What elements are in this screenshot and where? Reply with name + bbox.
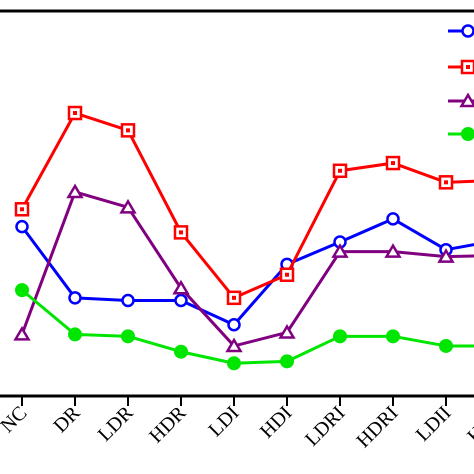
series-2-point-nc: [14, 202, 30, 217]
series-3-point-ldii: [437, 248, 455, 263]
series-3-point-hdri: [384, 243, 402, 258]
x-tick-labels: NC DR LDR HDR LDI HDI LDRI HDRI LDII HDII: [0, 402, 474, 453]
legend-marker-2: [460, 59, 474, 75]
series-layer: [13, 105, 474, 371]
series-2-point-hdr: [173, 225, 189, 240]
series-4-point-ldii: [439, 338, 453, 353]
series-4-point-dr: [68, 327, 82, 342]
x-tick-label-hdi: HDI: [256, 402, 297, 443]
legend-marker-1: [461, 24, 474, 38]
series-4-point-ldri: [333, 329, 347, 344]
x-tick-label-hdii: HDII: [463, 402, 474, 447]
legend-entry-2: [448, 59, 474, 75]
series-2-point-hdi: [279, 267, 295, 282]
series-3-point-hdr: [172, 279, 190, 295]
x-tick-label-nc: NC: [0, 402, 32, 437]
series-2-point-ldri: [332, 163, 348, 179]
series-4-point-hdr: [174, 344, 188, 359]
x-tick-label-ldr: LDR: [94, 402, 138, 446]
series-3-point-hdi: [278, 324, 296, 339]
series-2-point-ldr: [120, 123, 136, 138]
series-3-point-ldri: [331, 243, 349, 258]
legend-marker-3: [459, 92, 474, 108]
series-3-point-ldi: [225, 337, 243, 353]
series-1-point-ldr: [121, 293, 135, 308]
series-2-point-dr: [67, 105, 83, 121]
legend-entry-4: [448, 127, 474, 141]
series-1-point-nc: [15, 219, 29, 234]
series-1-point-ldi: [227, 318, 241, 332]
series-3: [13, 183, 474, 353]
x-tick-label-ldi: LDI: [204, 402, 243, 441]
series-3-line: [20, 190, 474, 348]
series-1-point-dr: [68, 291, 82, 305]
series-2-point-ldi: [226, 290, 242, 306]
series-4-line: [21, 288, 474, 365]
series-1-line: [20, 217, 474, 327]
x-tick-label-hdri: HDRI: [352, 402, 402, 452]
series-1-point-hdr: [174, 293, 188, 308]
series-4-point-hdri: [386, 329, 400, 344]
series-2: [14, 105, 474, 306]
x-tick-label-dr: DR: [49, 402, 85, 438]
x-tick-label-ldri: LDRI: [301, 402, 350, 451]
plot-frame: [0, 9, 474, 398]
series-4-point-ldr: [121, 329, 135, 344]
series-3-point-ldr: [119, 198, 137, 214]
series-4-point-nc: [15, 283, 29, 298]
legend: [448, 24, 474, 141]
series-4-point-ldi: [227, 356, 241, 371]
x-ticks: [21, 396, 447, 406]
x-tick-label-hdr: HDR: [145, 402, 191, 448]
x-tick-label-ldii: LDII: [412, 402, 456, 446]
series-3-point-nc: [13, 325, 31, 341]
series-1-point-hdri: [386, 212, 400, 226]
legend-marker-4: [461, 127, 474, 141]
legend-entry-3: [448, 92, 474, 108]
series-1: [15, 212, 474, 332]
series-2-point-hdri: [385, 155, 401, 171]
series-4-point-hdi: [280, 354, 294, 369]
series-2-point-ldii: [438, 175, 454, 190]
legend-entry-1: [448, 24, 474, 38]
series-2-line: [20, 111, 474, 300]
series-3-point-dr: [66, 183, 84, 199]
series-4: [15, 283, 474, 371]
